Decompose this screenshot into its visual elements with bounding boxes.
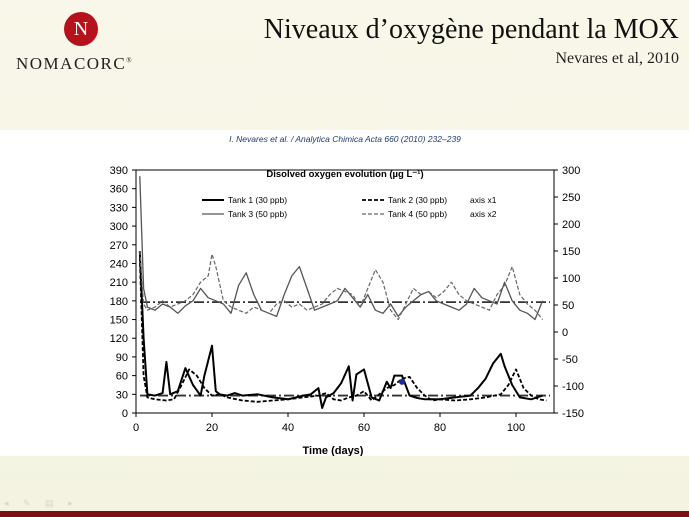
- y-right-tick-label: -150: [562, 408, 584, 420]
- nomacorc-logo: N NOMACORC®: [8, 8, 148, 78]
- x-tick-label: 0: [133, 422, 139, 434]
- y-left-tick-label: 240: [110, 258, 128, 270]
- y-left-tick-label: 270: [110, 240, 128, 252]
- y-left-tick-label: 360: [110, 184, 128, 196]
- series-line: [138, 257, 547, 403]
- y-right-tick-label: 300: [562, 165, 580, 177]
- axes: 0 30 60 90 120 150 180 210 240 270 300 330 360 390 -15…: [110, 165, 584, 434]
- figure-panel: I. Nevares et al. / Analytica Chimica Ac…: [0, 130, 689, 457]
- y-left-tick-label: 60: [116, 371, 128, 383]
- y-right-tick-label: 100: [562, 273, 580, 285]
- bottom-bar: [0, 511, 689, 517]
- y-left-tick-label: 300: [110, 221, 128, 233]
- x-tick-label: 60: [358, 422, 370, 434]
- y-right-tick-label: 50: [562, 300, 574, 312]
- legend-axis-note: axis x2: [470, 209, 497, 219]
- x-tick-label: 100: [507, 422, 525, 434]
- y-left-tick-label: 30: [116, 389, 128, 401]
- y-right-tick-label: 250: [562, 192, 580, 204]
- y-left-tick-label: 390: [110, 165, 128, 177]
- series-group: [138, 176, 550, 409]
- y-left-tick-label: 210: [110, 277, 128, 289]
- x-tick-label: 80: [434, 422, 446, 434]
- chart-title: Disolved oxygen evolution (µg L⁻¹): [266, 169, 423, 180]
- y-left-tick-label: 90: [116, 352, 128, 364]
- legend-label: Tank 1 (30 ppb): [228, 195, 287, 205]
- plot-frame: [135, 169, 555, 414]
- logo-wordmark: NOMACORC: [16, 54, 127, 73]
- trademark-mark: ®: [126, 56, 134, 65]
- legend-label: Tank 4 (50 ppb): [388, 209, 447, 219]
- legend: Tank 1 (30 ppb) Tank 2 (30 ppb) axis x1 Tan…: [202, 195, 497, 219]
- journal-reference: I. Nevares et al. / Analytica Chimica Ac…: [229, 134, 461, 144]
- oxygen-chart: I. Nevares et al. / Analytica Chimica Ac…: [110, 134, 584, 457]
- series-line: [139, 250, 544, 321]
- slide-nav-controls[interactable]: ◂ ✎ ▤ ▸: [4, 498, 79, 508]
- y-right-tick-label: -50: [562, 354, 578, 366]
- x-tick-label: 20: [206, 422, 218, 434]
- legend-label: Tank 3 (50 ppb): [228, 209, 287, 219]
- series-line: [139, 176, 544, 321]
- y-left-tick-label: 180: [110, 296, 128, 308]
- logo-emblem: N: [64, 12, 98, 46]
- x-axis-label: Time (days): [303, 445, 364, 456]
- series-line: [138, 250, 543, 409]
- y-right-tick-label: 200: [562, 219, 580, 231]
- legend-axis-note: axis x1: [470, 195, 497, 205]
- y-left-tick-label: 0: [122, 408, 128, 420]
- y-left-tick-label: 120: [110, 333, 128, 345]
- y-left-tick-label: 330: [110, 202, 128, 214]
- x-tick-label: 40: [282, 422, 294, 434]
- y-right-tick-label: -100: [562, 381, 584, 393]
- y-left-tick-label: 150: [110, 315, 128, 327]
- slide-subtitle: Nevares et al, 2010: [555, 50, 679, 67]
- y-right-tick-label: 150: [562, 246, 580, 258]
- legend-label: Tank 2 (30 ppb): [388, 195, 447, 205]
- annotation-marker: [399, 378, 405, 385]
- slide-title: Niveaux d’oxygène pendant la MOX: [263, 14, 679, 45]
- y-right-tick-label: 0: [562, 327, 568, 339]
